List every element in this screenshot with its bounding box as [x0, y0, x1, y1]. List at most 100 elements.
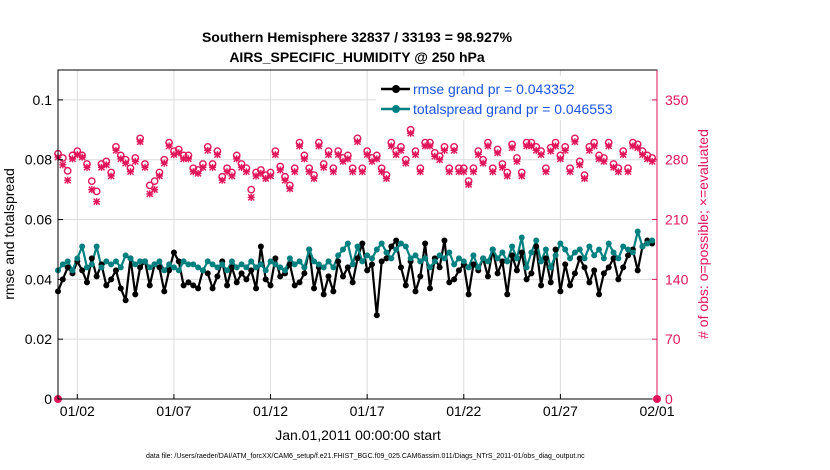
totalspread-point [629, 249, 636, 256]
obs-evaluated-point [184, 155, 192, 163]
obs-evaluated-point [262, 175, 270, 183]
totalspread-point [393, 246, 400, 253]
x-axis-ticks: 01/02 01/07 01/12 01/17 01/22 01/27 02/01 [60, 394, 675, 419]
obs-evaluated-point [276, 166, 284, 174]
totalspread-point [151, 261, 158, 268]
totalspread-point [431, 258, 438, 265]
totalspread-point [422, 255, 429, 262]
y2-tick-label: 140 [665, 271, 689, 287]
totalspread-point [156, 258, 163, 265]
obs-evaluated-point [382, 175, 390, 183]
rmse-point [277, 273, 284, 280]
totalspread-point [480, 255, 487, 262]
obs-evaluated-point [146, 190, 154, 198]
totalspread-point [277, 264, 284, 271]
obs-evaluated-point [547, 147, 555, 155]
x-tick-label: 01/12 [253, 403, 288, 419]
obs-evaluated-point [73, 151, 81, 159]
obs-evaluated-point [421, 142, 429, 150]
obs-evaluated-point [64, 176, 72, 184]
totalspread-point [132, 261, 139, 268]
y-axis-label: rmse and totalspread [1, 168, 17, 300]
rmse-point [344, 264, 351, 271]
obs-evaluated-point [489, 168, 497, 176]
y2-tick-label: 350 [665, 92, 689, 108]
rmse-point [335, 258, 342, 265]
totalspread-point [625, 246, 632, 253]
rmse-point [122, 297, 129, 304]
obs-evaluated-point [122, 159, 130, 167]
obs-evaluated-point [450, 146, 458, 154]
totalspread-point [644, 240, 651, 247]
rmse-point [557, 288, 564, 295]
rmse-point [504, 291, 511, 298]
obs-evaluated-point [590, 142, 598, 150]
rmse-point [185, 279, 192, 286]
obs-evaluated-point [368, 157, 376, 165]
totalspread-point [127, 255, 134, 262]
obs-possible-point [150, 177, 159, 185]
obs-evaluated-point [523, 142, 531, 150]
totalspread-point [513, 255, 520, 262]
rmse-point [542, 255, 549, 262]
rmse-point [238, 270, 245, 277]
rmse-point [156, 264, 163, 271]
rmse-point [161, 288, 168, 295]
totalspread-point [161, 267, 168, 274]
y2-axis-ticks: 0 70 140 210 280 350 [652, 70, 689, 407]
rmse-point [354, 255, 361, 262]
totalspread-point [518, 234, 525, 241]
obs-evaluated-point [440, 146, 448, 154]
totalspread-point [190, 261, 197, 268]
totalspread-point [64, 258, 71, 265]
obs-evaluated-point [165, 142, 173, 150]
rmse-point [330, 288, 337, 295]
obs-evaluated-point [532, 146, 540, 154]
rmse-point [402, 282, 409, 289]
rmse-point [204, 270, 211, 277]
rmse-point [349, 279, 356, 286]
obs-evaluated-point [469, 168, 477, 176]
totalspread-point [446, 249, 453, 256]
totalspread-point [451, 261, 458, 268]
totalspread-point [460, 258, 467, 265]
rmse-point [533, 243, 540, 250]
rmse-point [320, 291, 327, 298]
rmse-point [397, 264, 404, 271]
obs-evaluated-point [310, 175, 318, 183]
rmse-point [441, 237, 448, 244]
rmse-point [412, 288, 419, 295]
obs-evaluated-point [465, 181, 473, 189]
obs-evaluated-point [271, 151, 279, 159]
totalspread-point [542, 246, 549, 253]
x-tick-label: 01/17 [350, 403, 385, 419]
totalspread-point [441, 255, 448, 262]
totalspread-point [388, 255, 395, 262]
obs-evaluated-point [300, 155, 308, 163]
obs-evaluated-point [97, 163, 105, 171]
obs-evaluated-point [117, 155, 125, 163]
obs-evaluated-point [102, 161, 110, 169]
obs-evaluated-point [305, 168, 313, 176]
obs-evaluated-point [68, 155, 76, 163]
totalspread-point [397, 240, 404, 247]
rmse-point [112, 267, 119, 274]
totalspread-point [315, 261, 322, 268]
totalspread-point [291, 261, 298, 268]
obs-evaluated-point [358, 168, 366, 176]
x-tick-label: 02/01 [639, 403, 674, 419]
totalspread-point [557, 240, 564, 247]
totalspread-point [311, 258, 318, 265]
totalspread-point [562, 246, 569, 253]
rmse-point [528, 270, 535, 277]
totalspread-point [436, 252, 443, 259]
totalspread-point [344, 240, 351, 247]
chart-title: Southern Hemisphere 32837 / 33193 = 98.9… [202, 29, 513, 45]
obs-evaluated-point [78, 153, 86, 161]
x-axis-label: Jan.01,2011 00:00:00 start [275, 427, 441, 443]
rmse-point [470, 261, 477, 268]
totalspread-point [499, 249, 506, 256]
obs-evaluated-point [112, 146, 120, 154]
totalspread-point [204, 258, 211, 265]
rmse-point [311, 285, 318, 292]
